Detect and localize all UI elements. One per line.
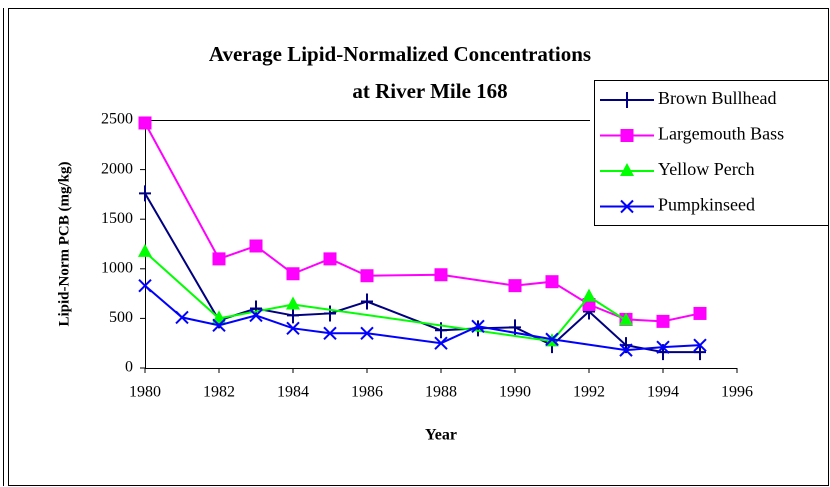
x-tick-label: 1984: [277, 384, 309, 401]
marker: [619, 343, 633, 357]
marker: [545, 332, 559, 346]
legend-label: Yellow Perch: [658, 159, 755, 179]
marker: [361, 293, 373, 310]
x-tick-label: 1982: [203, 384, 235, 401]
marker: [138, 116, 152, 130]
marker: [545, 275, 559, 289]
legend-label: Pumpkinseed: [658, 195, 755, 215]
y-tick-label: 2500: [101, 111, 133, 128]
marker: [249, 239, 263, 253]
chart-frame: [8, 8, 829, 486]
y-tick-label: 2000: [101, 160, 133, 177]
x-tick-label: 1992: [573, 384, 605, 401]
y-tick-label: 0: [125, 359, 133, 376]
marker: [138, 243, 152, 257]
y-tick-label: 1000: [101, 259, 133, 276]
marker: [286, 267, 300, 281]
marker: [508, 279, 522, 293]
marker: [656, 314, 670, 328]
marker: [434, 268, 448, 282]
x-tick-label: 1986: [351, 384, 383, 401]
marker: [582, 288, 596, 302]
marker: [434, 336, 448, 350]
legend-label: Brown Bullhead: [658, 88, 777, 108]
marker: [139, 185, 151, 202]
legend-label: Largemouth Bass: [658, 124, 784, 144]
marker: [286, 296, 300, 310]
marker: [212, 318, 226, 333]
chart-title: at River Mile 168: [352, 79, 507, 103]
x-tick-label: 1990: [499, 384, 531, 401]
marker: [619, 312, 633, 326]
legend-marker: [621, 92, 633, 108]
marker: [249, 308, 263, 323]
y-tick-label: 500: [109, 309, 133, 326]
x-tick-label: 1996: [721, 384, 753, 401]
marker: [212, 310, 226, 324]
marker: [360, 269, 374, 283]
marker: [287, 307, 299, 324]
y-tick-label: 1500: [101, 210, 133, 227]
chart-title: Average Lipid-Normalized Concentrations: [209, 42, 591, 66]
marker: [250, 300, 262, 317]
marker: [212, 252, 226, 266]
marker: [323, 252, 337, 266]
x-tick-label: 1988: [425, 384, 457, 401]
marker: [175, 310, 189, 325]
marker: [286, 321, 300, 336]
x-tick-label: 1994: [647, 384, 679, 401]
legend-marker: [620, 163, 634, 176]
marker: [323, 326, 337, 340]
marker: [360, 326, 374, 340]
marker: [694, 344, 706, 361]
marker: [324, 305, 336, 322]
marker: [471, 319, 485, 334]
marker: [138, 278, 152, 293]
x-axis-label: Year: [425, 427, 457, 444]
legend-marker: [620, 199, 634, 214]
marker: [693, 306, 707, 320]
marker: [693, 338, 707, 352]
marker: [656, 340, 670, 354]
y-axis-label: Lipid-Norm PCB (mg/kg): [56, 161, 72, 326]
x-tick-label: 1980: [129, 384, 161, 401]
legend-marker: [620, 129, 634, 142]
